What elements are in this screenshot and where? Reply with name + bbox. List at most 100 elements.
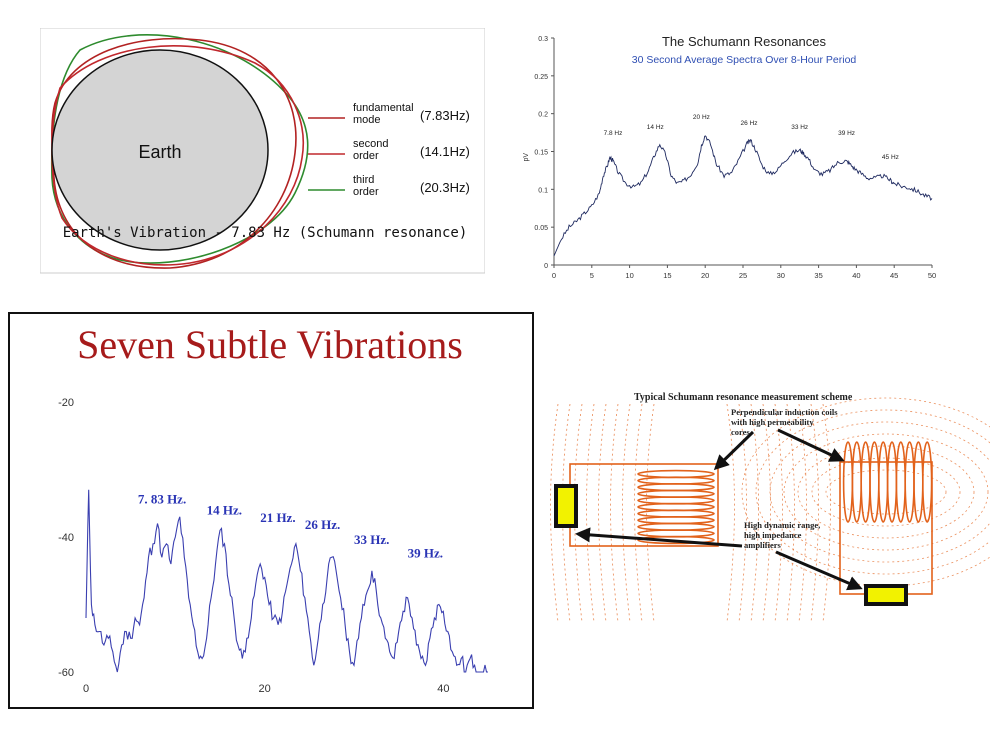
legend-label: second [353,138,388,150]
peak-label: 33 Hz [791,124,808,131]
right-circuit-loop [839,461,933,595]
x-tick-label: 50 [928,271,936,280]
field-line [646,403,655,623]
legend-frequency: (7.83Hz) [420,108,470,123]
svg-text:amplifiers: amplifiers [744,540,782,550]
coil-winding [860,441,871,523]
coil-winding [637,522,715,532]
coil-winding [851,441,862,523]
field-line [741,397,990,587]
peak-label: 33 Hz. [354,532,389,547]
coil-winding [637,476,715,485]
y-tick-label: 0 [544,263,548,270]
x-tick-label: 25 [739,271,747,280]
field-line [574,403,583,623]
schumann-resonances-chart: 0 0.05 0.1 0.15 0.2 0.25 0.3 0 5 10 15 20 25 30 35 40 45… [523,34,936,280]
earth-shape [51,49,269,251]
legend-label: order [353,186,379,198]
earth-caption: Earth's Vibration - 7.83 Hz (Schumann re… [63,225,468,241]
measurement-scheme-diagram: Typical Schumann resonance measurement s… [550,392,990,623]
legend-label: mode [353,114,381,126]
vibration-line [85,489,488,673]
coil-winding [637,482,715,492]
field-line [798,403,807,623]
peak-label: 26 Hz. [305,517,340,532]
scheme-title: Typical Schumann resonance measurement s… [634,392,853,403]
field-line [822,403,831,623]
peak-label: 14 Hz [647,124,664,131]
x-tick-label: 20 [259,683,271,695]
peak-label: 26 Hz [741,120,758,127]
x-tick-label: 45 [890,271,898,280]
field-line [797,445,975,539]
coil-winding [637,535,715,545]
chart-frame [8,312,534,709]
x-tick-label: 5 [590,271,594,280]
earth-label: Earth [138,142,181,162]
svg-text:high impedance: high impedance [744,530,802,540]
amplifiers-label: High dynamic range, high impedance ampli… [744,520,820,550]
x-tick-label: 20 [701,271,709,280]
fundamental-curve [51,37,297,269]
y-tick-label: 0.05 [534,225,548,232]
y-tick-label: 0.25 [534,74,548,81]
arrow-to-right-coil [777,428,845,462]
legend-label: fundamental [353,102,414,114]
peak-label: 21 Hz. [260,510,295,525]
coil-winding [637,496,715,505]
y-tick-label: 0.2 [538,112,548,119]
peak-label: 20 Hz [693,114,710,121]
field-line [586,403,595,623]
field-line [769,421,990,563]
x-tick-label: 35 [814,271,822,280]
arrow-to-left-coil [713,430,755,471]
coils-label: Perpendicular induction coils with high … [731,407,838,437]
coil-winding [922,441,933,523]
left-amplifier [554,484,578,528]
coil-winding [904,441,915,523]
peak-label: 14 Hz. [207,503,242,518]
right-amplifier [864,584,908,606]
coil-winding [637,489,715,499]
field-line [811,457,961,527]
arrow-to-right-amplifier [775,550,863,591]
field-line [810,403,819,623]
field-line [634,403,643,623]
coil-winding [895,441,906,523]
field-line [610,403,619,623]
third-order-curve [50,34,309,264]
y-tick-label: 0.15 [534,150,548,157]
coil-winding [878,441,889,523]
y-tick-label: -60 [58,667,74,679]
field-line [762,403,771,623]
field-line [622,403,631,623]
seven-subtle-vibrations-chart: Seven Subtle Vibrations -20 -40 -60 0 20 40 7. … [8,312,534,709]
coil-winding [637,469,715,479]
chart-title: The Schumann Resonances [662,34,827,49]
field-line [825,469,947,515]
arrow-to-left-amplifier [575,527,743,548]
coil-winding [842,441,854,523]
svg-text:Perpendicular induction coils: Perpendicular induction coils [731,407,838,417]
horizontal-induction-coil [637,469,715,545]
x-tick-label: 0 [552,271,556,280]
field-line [726,403,735,623]
second-order-curve [51,45,304,266]
coil-winding [637,529,715,538]
x-tick-label: 30 [777,271,785,280]
field-line [755,409,990,575]
x-tick-label: 15 [663,271,671,280]
svg-text:High dynamic range,: High dynamic range, [744,520,820,530]
coil-winding [637,509,715,518]
field-line [598,403,607,623]
chart-subtitle: 30 Second Average Spectra Over 8-Hour Pe… [632,54,857,66]
peak-label: 39 Hz [838,130,855,137]
legend-label: third [353,174,374,186]
spectrum-line [553,135,933,257]
field-line [783,433,989,551]
y-tick-label: 0.3 [538,36,548,43]
y-axis-label: pV [523,153,530,162]
svg-text:cores: cores [731,427,750,437]
field-line [738,403,747,623]
